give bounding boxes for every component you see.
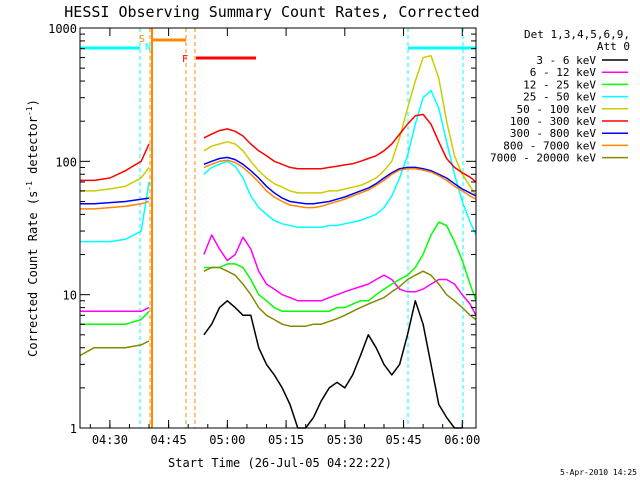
x-tick-label: 05:30 (327, 433, 363, 447)
series-line-3 (80, 89, 477, 243)
plot-area: SN F (79, 28, 477, 429)
series-line-0 (203, 300, 463, 429)
chart-title: HESSI Observing Summary Count Rates, Cor… (64, 3, 479, 21)
legend-label-8: 7000 - 20000 keV (490, 152, 596, 165)
series-line-5 (80, 113, 477, 183)
legend-label-0: 3 - 6 keV (536, 54, 596, 67)
legend-label-1: 6 - 12 keV (530, 66, 597, 79)
y-axis-label: Corrected Count Rate (s-1 detector-1) (25, 99, 40, 357)
legend-label-5: 100 - 300 keV (510, 115, 596, 128)
x-tick-label: 05:15 (268, 433, 304, 447)
y-axis-label-part1: Corrected Count Rate (s (26, 191, 40, 357)
series-line-6 (80, 156, 477, 205)
legend-header-attenuator: Att 0 (597, 40, 630, 53)
y-axis-label-part3: ) (26, 99, 40, 106)
saa-label: S (139, 34, 145, 45)
legend-label-4: 50 - 100 keV (517, 103, 597, 116)
y-tick-label: 10 (63, 289, 77, 303)
night-label: N (145, 42, 151, 53)
series-line-2 (80, 221, 477, 325)
legend-header-detectors: Det 1,3,4,5,6,9, (524, 28, 630, 41)
x-tick-label: 06:00 (444, 433, 480, 447)
flare-label: F (182, 54, 188, 65)
x-axis: 04:30 04:45 05:00 05:15 05:30 05:45 06:00 (89, 28, 480, 447)
series-line-8 (79, 266, 477, 357)
plot-frame (79, 27, 477, 429)
x-axis-label: Start Time (26-Jul-05 04:22:22) (168, 456, 392, 470)
legend-label-6: 300 - 800 keV (510, 127, 596, 140)
x-tick-label: 05:45 (385, 433, 421, 447)
x-tick-label: 04:30 (92, 433, 128, 447)
y-axis-label-part2: detector (26, 116, 40, 181)
series-line-1 (80, 234, 477, 316)
y-tick-label: 100 (55, 155, 77, 169)
x-tick-label: 05:00 (209, 433, 245, 447)
series-line-4 (80, 54, 477, 197)
y-tick-label: 1 (70, 422, 77, 436)
y-tick-label: 1000 (48, 22, 77, 36)
legend-label-3: 25 - 50 keV (523, 91, 596, 104)
footer-timestamp: 5-Apr-2010 14:25 (560, 468, 637, 477)
y-axis-label-sup2: -1 (25, 106, 34, 116)
y-axis-label-sup1: -1 (25, 181, 34, 191)
x-tick-label: 04:45 (151, 433, 187, 447)
legend-label-2: 12 - 25 keV (523, 78, 596, 91)
series-line-7 (80, 159, 477, 210)
y-axis: 1 10 100 1000 (48, 22, 476, 436)
legend-label-7: 800 - 7000 keV (503, 139, 596, 152)
